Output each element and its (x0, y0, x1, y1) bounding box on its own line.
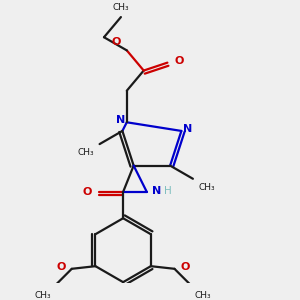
Text: N: N (183, 124, 193, 134)
Text: O: O (175, 56, 184, 66)
Text: CH₃: CH₃ (112, 3, 129, 12)
Text: O: O (57, 262, 66, 272)
Text: CH₃: CH₃ (77, 148, 94, 157)
Text: O: O (180, 262, 190, 272)
Text: N: N (116, 116, 125, 125)
Text: H: H (164, 186, 172, 196)
Text: CH₃: CH₃ (195, 291, 212, 300)
Text: N: N (152, 186, 162, 196)
Text: CH₃: CH₃ (35, 291, 52, 300)
Text: CH₃: CH₃ (199, 182, 215, 191)
Text: O: O (112, 37, 121, 46)
Text: O: O (82, 187, 92, 197)
